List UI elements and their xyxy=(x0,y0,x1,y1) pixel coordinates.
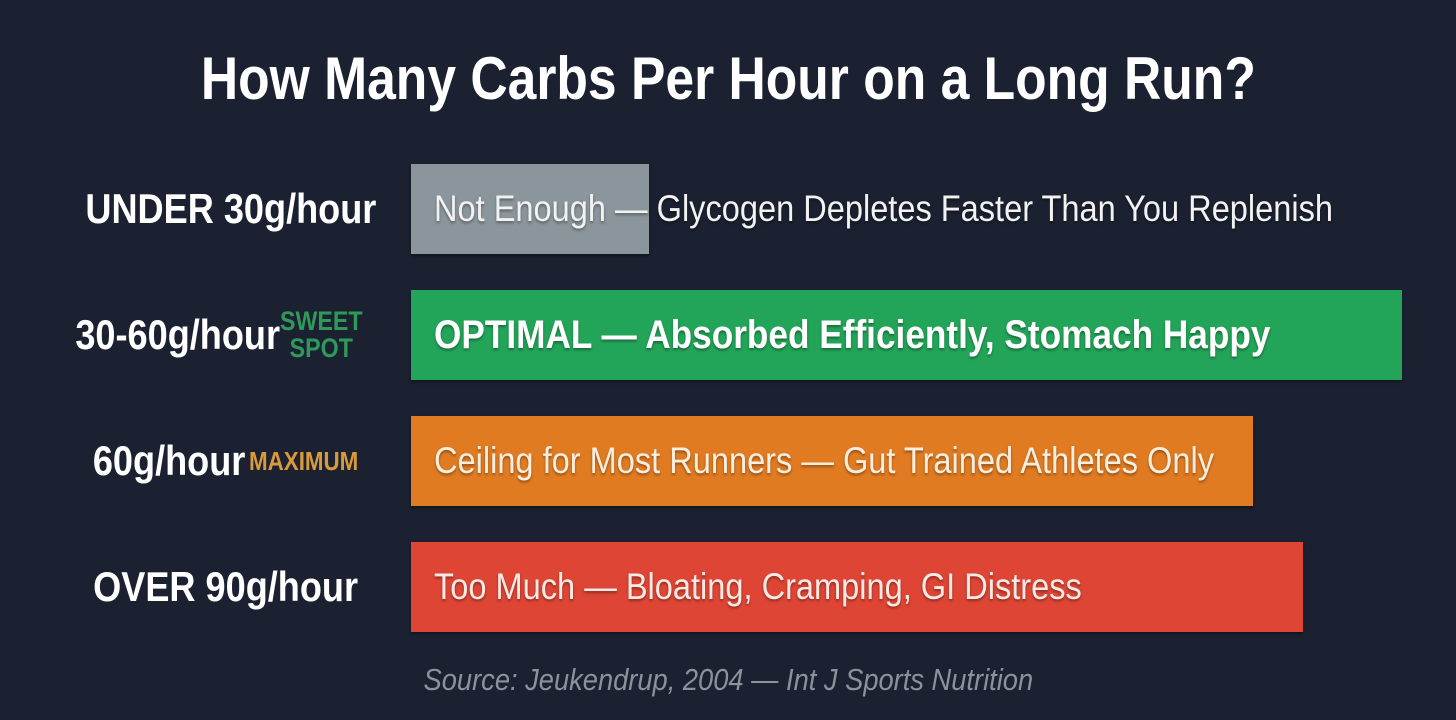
bar xyxy=(411,416,1253,506)
category-label-text: UNDER 30g/hour xyxy=(85,185,376,232)
source-note: Source: Jeukendrup, 2004 — Int J Sports … xyxy=(0,662,1456,698)
bar-row: 30-60g/hour SWEET SPOT OPTIMAL — Absorbed… xyxy=(0,290,1456,380)
category-label: 30-60g/hour SWEET SPOT xyxy=(42,290,376,380)
category-label: UNDER 30g/hour xyxy=(38,164,376,254)
category-label-text: 60g/hour xyxy=(92,437,245,484)
bar xyxy=(411,542,1303,632)
category-label: 60g/hour MAXIMUM xyxy=(68,416,376,506)
bar-row: OVER 90g/hour Too Much — Bloating, Cramp… xyxy=(0,542,1456,632)
source-text: Source: Jeukendrup, 2004 — Int J Sports … xyxy=(423,662,1033,697)
category-label-text: 30-60g/hour xyxy=(75,311,280,358)
sweet-spot-tag: SWEET SPOT xyxy=(280,306,363,363)
bar-description: OPTIMAL — Absorbed Efficiently, Stomach … xyxy=(434,313,1271,357)
bar-description: Ceiling for Most Runners — Gut Trained A… xyxy=(434,440,1214,481)
bar xyxy=(411,290,1402,380)
bar-row: 60g/hour MAXIMUM Ceiling for Most Runner… xyxy=(0,416,1456,506)
bar-row: UNDER 30g/hour Not Enough — Glycogen Dep… xyxy=(0,164,1456,254)
bar-description: Too Much — Bloating, Cramping, GI Distre… xyxy=(434,566,1082,607)
chart-title-text: How Many Carbs Per Hour on a Long Run? xyxy=(200,45,1256,112)
bar xyxy=(411,164,649,254)
category-label-text: OVER 90g/hour xyxy=(93,563,358,610)
bar-description: Not Enough — Glycogen Depletes Faster Th… xyxy=(434,188,1333,229)
category-label: OVER 90g/hour xyxy=(50,542,358,632)
maximum-tag: MAXIMUM xyxy=(248,445,359,476)
chart-title: How Many Carbs Per Hour on a Long Run? xyxy=(0,44,1456,113)
